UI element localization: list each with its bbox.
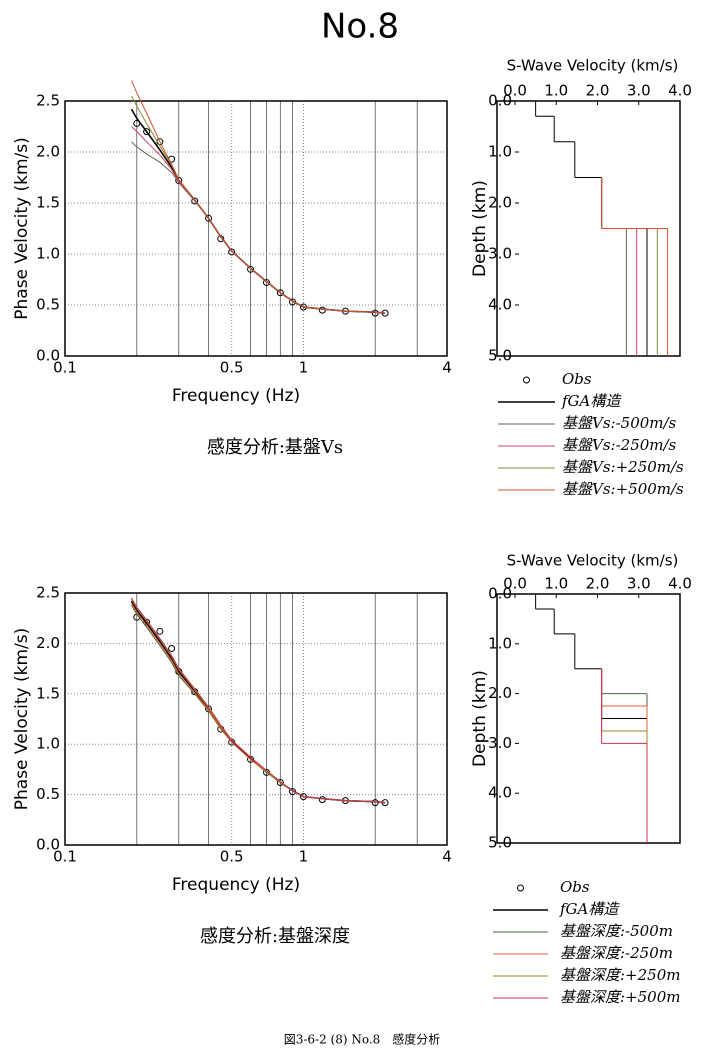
y-tick-label: 2.5 [36,584,60,602]
y-tick-label: 2.0 [488,194,512,212]
y-tick-label: 1.5 [36,684,60,702]
x-axis-label: Frequency (Hz) [172,875,300,895]
y-tick-label: 2.0 [36,634,60,652]
y-axis-label: Depth (km) [470,670,490,767]
legend-marker [517,884,524,892]
x-tick-label: 1.0 [544,575,568,593]
obs-point [228,738,236,746]
plot-frame [64,100,448,357]
series-line [131,602,386,804]
x-tick-label: 1.0 [544,82,568,100]
obs-point [168,644,176,652]
y-tick-label: 3.0 [488,245,512,263]
legend-label: 基盤Vs:+500m/s [562,480,684,498]
y-tick-label: 1.0 [36,735,60,753]
obs-point [276,289,284,297]
x-tick-label: 0.0 [503,575,527,593]
y-tick-label: 1.0 [488,634,512,652]
x-tick-label: 0.5 [220,359,244,377]
legend-label: 基盤深度:-250m [560,944,673,962]
series-line [131,80,386,314]
plot-frame [496,100,681,357]
profile-title: S-Wave Velocity (km/s) [507,552,679,570]
y-tick-label: 4.0 [488,296,512,314]
legend-label: 基盤Vs:-250m/s [562,436,677,454]
obs-point [228,248,236,256]
y-tick-label: 1.0 [488,143,512,161]
x-tick-label: 3.0 [627,575,651,593]
x-tick-label: 3.0 [627,82,651,100]
y-axis-label: Depth (km) [470,180,490,277]
plot-frame [64,592,448,846]
obs-point [318,796,326,804]
obs-point [205,214,213,222]
y-axis-label: Phase Velocity (km/s) [12,628,32,811]
obs-point [276,779,284,787]
page-title: No.8 [321,7,399,47]
panel-caption: 感度分析:基盤深度 [200,926,350,947]
y-tick-label: 1.5 [36,194,60,212]
legend-label: 基盤Vs:-500m/s [562,414,677,432]
y-tick-label: 0.0 [36,836,60,854]
x-axis-label: Frequency (Hz) [172,386,300,406]
obs-point [205,705,213,713]
y-tick-label: 2.0 [36,143,60,161]
x-tick-label: 1 [299,359,309,377]
series-line [131,604,386,804]
obs-point [263,279,271,287]
series-line [130,600,386,804]
x-tick-label: 2.0 [586,82,610,100]
x-tick-label: 4.0 [668,575,692,593]
legend-label: 基盤深度:-500m [560,922,673,940]
x-tick-label: 4.0 [668,82,692,100]
x-tick-label: 1 [299,848,309,866]
obs-point [156,627,164,635]
y-tick-label: 2.0 [488,684,512,702]
legend-label: Obs [562,370,592,388]
legend-label: 基盤深度:+500m [560,988,680,1006]
obs-point [156,138,164,146]
x-tick-label: 2.0 [586,575,610,593]
panel-caption: 感度分析:基盤Vs [207,437,343,458]
obs-point [318,306,326,314]
x-tick-label: 0.0 [503,82,527,100]
y-tick-label: 0.5 [36,296,60,314]
legend-label: 基盤Vs:+250m/s [562,458,684,476]
y-tick-label: 2.5 [36,92,60,110]
y-tick-label: 3.0 [488,734,512,752]
obs-point [143,128,151,136]
x-tick-label: 0.1 [53,359,77,377]
y-tick-label: 0.5 [36,785,60,803]
series-line [131,126,386,314]
legend-marker [523,376,530,384]
series-line [131,95,386,314]
legend-label: fGA構造 [561,392,622,410]
series-line [131,598,386,804]
y-tick-label: 0.0 [36,347,60,365]
legend-label: fGA構造 [559,900,620,918]
x-tick-label: 0.1 [53,848,77,866]
figure-caption: 図3-6-2 (8) No.8 感度分析 [284,1032,441,1047]
legend-label: Obs [560,878,590,896]
y-axis-label: Phase Velocity (km/s) [12,137,32,320]
legend-label: 基盤深度:+250m [560,966,680,984]
obs-point [191,197,199,205]
plot-frame [496,593,681,844]
obs-point [175,177,183,185]
x-tick-label: 4 [442,848,452,866]
obs-point [247,265,255,273]
y-tick-label: 4.0 [488,784,512,802]
x-tick-label: 0.5 [220,848,244,866]
x-tick-label: 4 [442,359,452,377]
y-tick-label: 1.0 [36,245,60,263]
profile-title: S-Wave Velocity (km/s) [507,57,679,75]
series-line [130,108,386,314]
series-line [131,597,386,804]
